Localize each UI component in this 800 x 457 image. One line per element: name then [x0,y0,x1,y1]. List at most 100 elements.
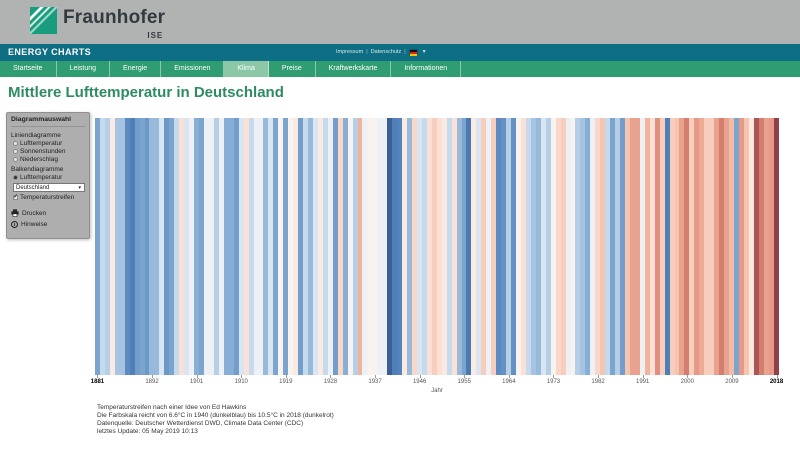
stripe-1915 [263,118,269,375]
hints-button[interactable]: i Hinweise [11,221,85,228]
stripe-1882 [99,118,105,375]
stripe-2001 [689,118,695,375]
panel-actions: Drucken i Hinweise [11,209,85,228]
stripe-1929 [332,118,338,375]
stripe-2003 [699,118,705,375]
hints-label: Hinweise [21,221,48,228]
stripe-1998 [674,118,680,375]
axis-tick [553,375,555,378]
stripe-2016 [763,118,769,375]
tab-leistung[interactable]: Leistung [57,61,111,77]
radio-icon [13,141,18,146]
axis-tick-label-1881: 1881 [90,379,105,385]
stripe-1885 [114,118,120,375]
axis-tick [196,375,198,378]
axis-tick-label-1901: 1901 [189,379,204,385]
x-axis-title: Jahr [431,388,443,394]
fraunhofer-logo-text: Fraunhofer ISE [63,7,165,40]
tab-kraftwerkskarte[interactable]: Kraftwerkskarte [316,61,392,77]
axis-tick-label-1910: 1910 [234,379,248,385]
tab-klima[interactable]: Klima [224,61,269,77]
warming-stripes-chart[interactable] [95,118,779,375]
stripe-1911 [243,118,249,375]
stripe-2009 [729,118,734,375]
stripe-1884 [109,118,115,375]
tab-emissionen[interactable]: Emissionen [161,61,225,77]
stripe-2004 [704,118,710,375]
stripe-1977 [570,118,576,375]
tab-preise[interactable]: Preise [269,61,316,77]
stripe-1906 [218,118,224,375]
tab-startseite[interactable]: Startseite [0,61,57,77]
radio-lufttemperatur-linien[interactable]: Lufttemperatur [13,140,85,147]
stripe-1905 [213,118,219,375]
group-label-balkendiagramme: Balkendiagramme [11,166,64,173]
stripe-1970 [535,118,541,375]
axis-tick [642,375,644,378]
stripe-1942 [397,118,403,375]
stripe-1889 [134,118,140,375]
radio-lufttemperatur-balken[interactable]: Lufttemperatur [13,174,85,181]
stripe-1892 [149,118,155,375]
fraunhofer-logo[interactable]: Fraunhofer ISE [30,7,165,40]
tab-informationen[interactable]: Informationen [391,61,462,77]
stripe-1935 [362,118,368,375]
stripe-1904 [208,118,214,375]
stripe-1982 [595,118,601,375]
axis-tick-label-1919: 1919 [279,379,293,385]
stripe-1995 [659,118,665,375]
print-button[interactable]: Drucken [11,209,85,217]
stripe-1993 [649,118,655,375]
region-select[interactable]: Deutschland ▼ [13,183,85,192]
radio-icon [13,157,18,162]
checkbox-temperaturstreifen[interactable]: ✓ Temperaturstreifen [13,194,85,201]
info-icon: i [11,221,18,228]
datenschutz-link[interactable]: Datenschutz [370,48,402,55]
stripe-1967 [520,118,526,375]
stripe-1981 [590,118,596,375]
stripe-1958 [476,118,482,375]
stripe-1926 [317,118,323,375]
stripe-1902 [199,118,204,375]
stripe-1989 [629,118,635,375]
axis-tick-label-1937: 1937 [368,379,382,385]
stripe-1988 [624,118,630,375]
radio-label: Lufttemperatur [20,174,63,181]
stripe-1916 [268,118,274,375]
chart-footnotes: Temperaturstreifen nach einer Idee von E… [97,404,334,436]
stripe-1883 [104,118,110,375]
stripe-1895 [164,118,170,375]
language-dropdown-caret-icon[interactable]: ▼ [421,48,427,55]
stripe-2000 [684,118,690,375]
impressum-link[interactable]: Impressum [336,48,364,55]
tab-energie[interactable]: Energie [110,61,162,77]
radio-label: Sonnenstunden [20,148,66,155]
axis-tick [464,375,466,378]
axis-tick-label-2000: 2000 [680,379,694,385]
stripe-2008 [724,118,729,375]
stripe-1999 [679,118,685,375]
stripe-2005 [709,118,715,375]
stripe-1951 [441,118,447,375]
stripe-1917 [273,118,279,375]
stripe-1984 [605,118,611,375]
stripe-1983 [600,118,606,375]
stripe-1896 [169,118,175,375]
german-flag-icon[interactable] [408,48,418,56]
stripe-1987 [620,118,625,375]
stripe-1957 [471,118,477,375]
axis-tick [97,375,99,378]
stripe-1930 [337,118,343,375]
stripe-1976 [565,118,571,375]
stripe-1947 [421,118,427,375]
radio-sonnenstunden[interactable]: Sonnenstunden [13,148,85,155]
stripes-plot-area [95,118,779,375]
stripe-1913 [253,118,259,375]
diagram-selection-panel: Diagrammauswahl Liniendiagramme Lufttemp… [6,112,90,239]
stripe-1893 [154,118,160,375]
stripe-1888 [129,118,135,375]
axis-tick [776,375,778,378]
radio-niederschlag[interactable]: Niederschlag [13,156,85,163]
stripe-1980 [585,118,591,375]
stripe-1969 [530,118,536,375]
